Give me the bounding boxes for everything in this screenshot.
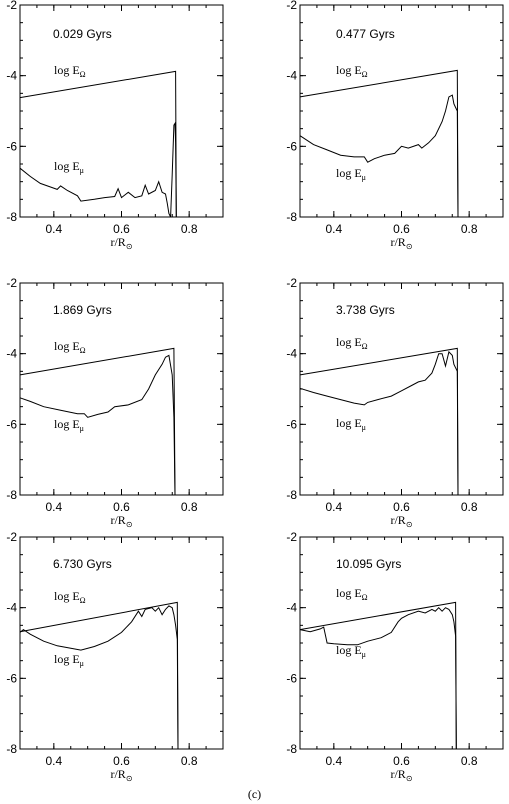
curve-label-log-e-mu: log Eμ [336,416,366,432]
x-axis-label: r/R⊙ [110,513,132,529]
x-axis-label: r/R⊙ [390,513,412,529]
y-tick-label: -6 [6,671,17,685]
curve-label-log-e-mu: log Eμ [54,417,84,433]
age-annotation: 0.029 Gyrs [53,27,112,41]
y-tick-label: -2 [286,276,297,290]
plot-frame [299,282,504,496]
x-tick-label: 0.4 [45,754,62,768]
series-log-e-omega [299,347,459,496]
y-tick-label: -6 [286,139,297,153]
series-log-e-mu [19,605,179,750]
series-log-e-omega [19,601,179,750]
figure-caption: (c) [247,787,262,801]
x-tick-label: 0.6 [113,222,130,236]
y-tick-label: -2 [6,530,17,544]
curve-label-log-e-mu: log Eμ [336,166,366,182]
plot-frame [299,4,504,218]
y-tick-label: -4 [6,69,17,83]
y-tick-label: -8 [6,210,17,224]
curve-label-log-e-omega: log EΩ [54,339,86,355]
x-tick-label: 0.4 [325,222,342,236]
y-tick-label: -8 [6,742,17,756]
x-axis-label: r/R⊙ [390,767,412,783]
y-tick-label: -8 [286,488,297,502]
x-axis-label: r/R⊙ [110,235,132,251]
x-tick-label: 0.8 [461,500,478,514]
curve-label-log-e-omega: log EΩ [336,586,368,602]
x-tick-label: 0.4 [45,222,62,236]
series-log-e-mu [19,354,176,496]
age-annotation: 0.477 Gyrs [336,27,395,41]
x-tick-label: 0.6 [393,754,410,768]
curve-label-log-e-mu: log Eμ [54,652,84,668]
y-tick-label: -2 [6,0,17,12]
x-tick-label: 0.4 [325,754,342,768]
series-log-e-omega [299,601,457,750]
y-tick-label: -4 [286,601,297,615]
series-log-e-mu [299,606,457,750]
series-log-e-omega [19,347,176,496]
x-tick-label: 0.4 [325,500,342,514]
chart-panel-5: -2 -4 -6 -8 0.4 0.6 0.8 r/R⊙ 6.730 Gyrs log EΩ log… [6,530,224,783]
curve-label-log-e-omega: log EΩ [54,589,86,605]
series-log-e-mu [299,350,459,496]
x-tick-label: 0.4 [45,500,62,514]
chart-panel-6: -2 -4 -6 -8 0.4 0.6 0.8 r/R⊙ 10.095 Gyrs log EΩ lo… [286,530,504,783]
chart-panel-1: -2 -4 -6 -8 0.4 0.6 0.8 r/R⊙ 0.029 Gyrs log EΩ log… [6,0,224,251]
series-log-e-mu [299,94,459,218]
y-tick-label: -2 [286,0,297,12]
series-log-e-mu [19,121,177,218]
y-tick-label: -4 [6,601,17,615]
y-tick-label: -8 [6,488,17,502]
series-log-e-omega [299,69,459,218]
x-tick-label: 0.8 [461,222,478,236]
chart-panel-4: -2 -4 -6 -8 0.4 0.6 0.8 r/R⊙ 3.738 Gyrs log EΩ log… [286,276,504,529]
curve-label-log-e-omega: log EΩ [336,63,368,79]
y-tick-label: -4 [286,69,297,83]
x-tick-label: 0.8 [181,500,198,514]
x-tick-label: 0.8 [461,754,478,768]
x-axis-label: r/R⊙ [110,767,132,783]
age-annotation: 1.869 Gyrs [53,303,112,317]
age-annotation: 3.738 Gyrs [336,303,395,317]
age-annotation: 6.730 Gyrs [53,557,112,571]
curve-label-log-e-omega: log EΩ [336,335,368,351]
y-tick-label: -8 [286,210,297,224]
y-tick-label: -2 [286,530,297,544]
curve-label-log-e-mu: log Eμ [336,643,366,659]
series-log-e-omega [19,70,177,218]
y-tick-label: -2 [6,276,17,290]
age-annotation: 10.095 Gyrs [336,557,401,571]
chart-panel-3: -2 -4 -6 -8 0.4 0.6 0.8 r/R⊙ 1.869 Gyrs log EΩ log… [6,276,224,529]
x-tick-label: 0.8 [181,754,198,768]
plot-frame [19,282,224,496]
y-tick-label: -4 [6,347,17,361]
x-axis-label: r/R⊙ [390,235,412,251]
y-tick-label: -4 [286,347,297,361]
chart-panel-2: -2 -4 -6 -8 0.4 0.6 0.8 r/R⊙ 0.477 Gyrs log EΩ log… [286,0,504,251]
y-tick-label: -6 [286,417,297,431]
y-tick-label: -6 [6,139,17,153]
x-tick-label: 0.6 [113,754,130,768]
y-tick-label: -6 [6,417,17,431]
x-tick-label: 0.6 [393,222,410,236]
x-tick-label: 0.6 [393,500,410,514]
plot-frame [19,4,224,218]
y-tick-label: -8 [286,742,297,756]
x-tick-label: 0.6 [113,500,130,514]
y-tick-label: -6 [286,671,297,685]
curve-label-log-e-mu: log Eμ [54,159,84,175]
curve-label-log-e-omega: log EΩ [54,63,86,79]
x-tick-label: 0.8 [181,222,198,236]
